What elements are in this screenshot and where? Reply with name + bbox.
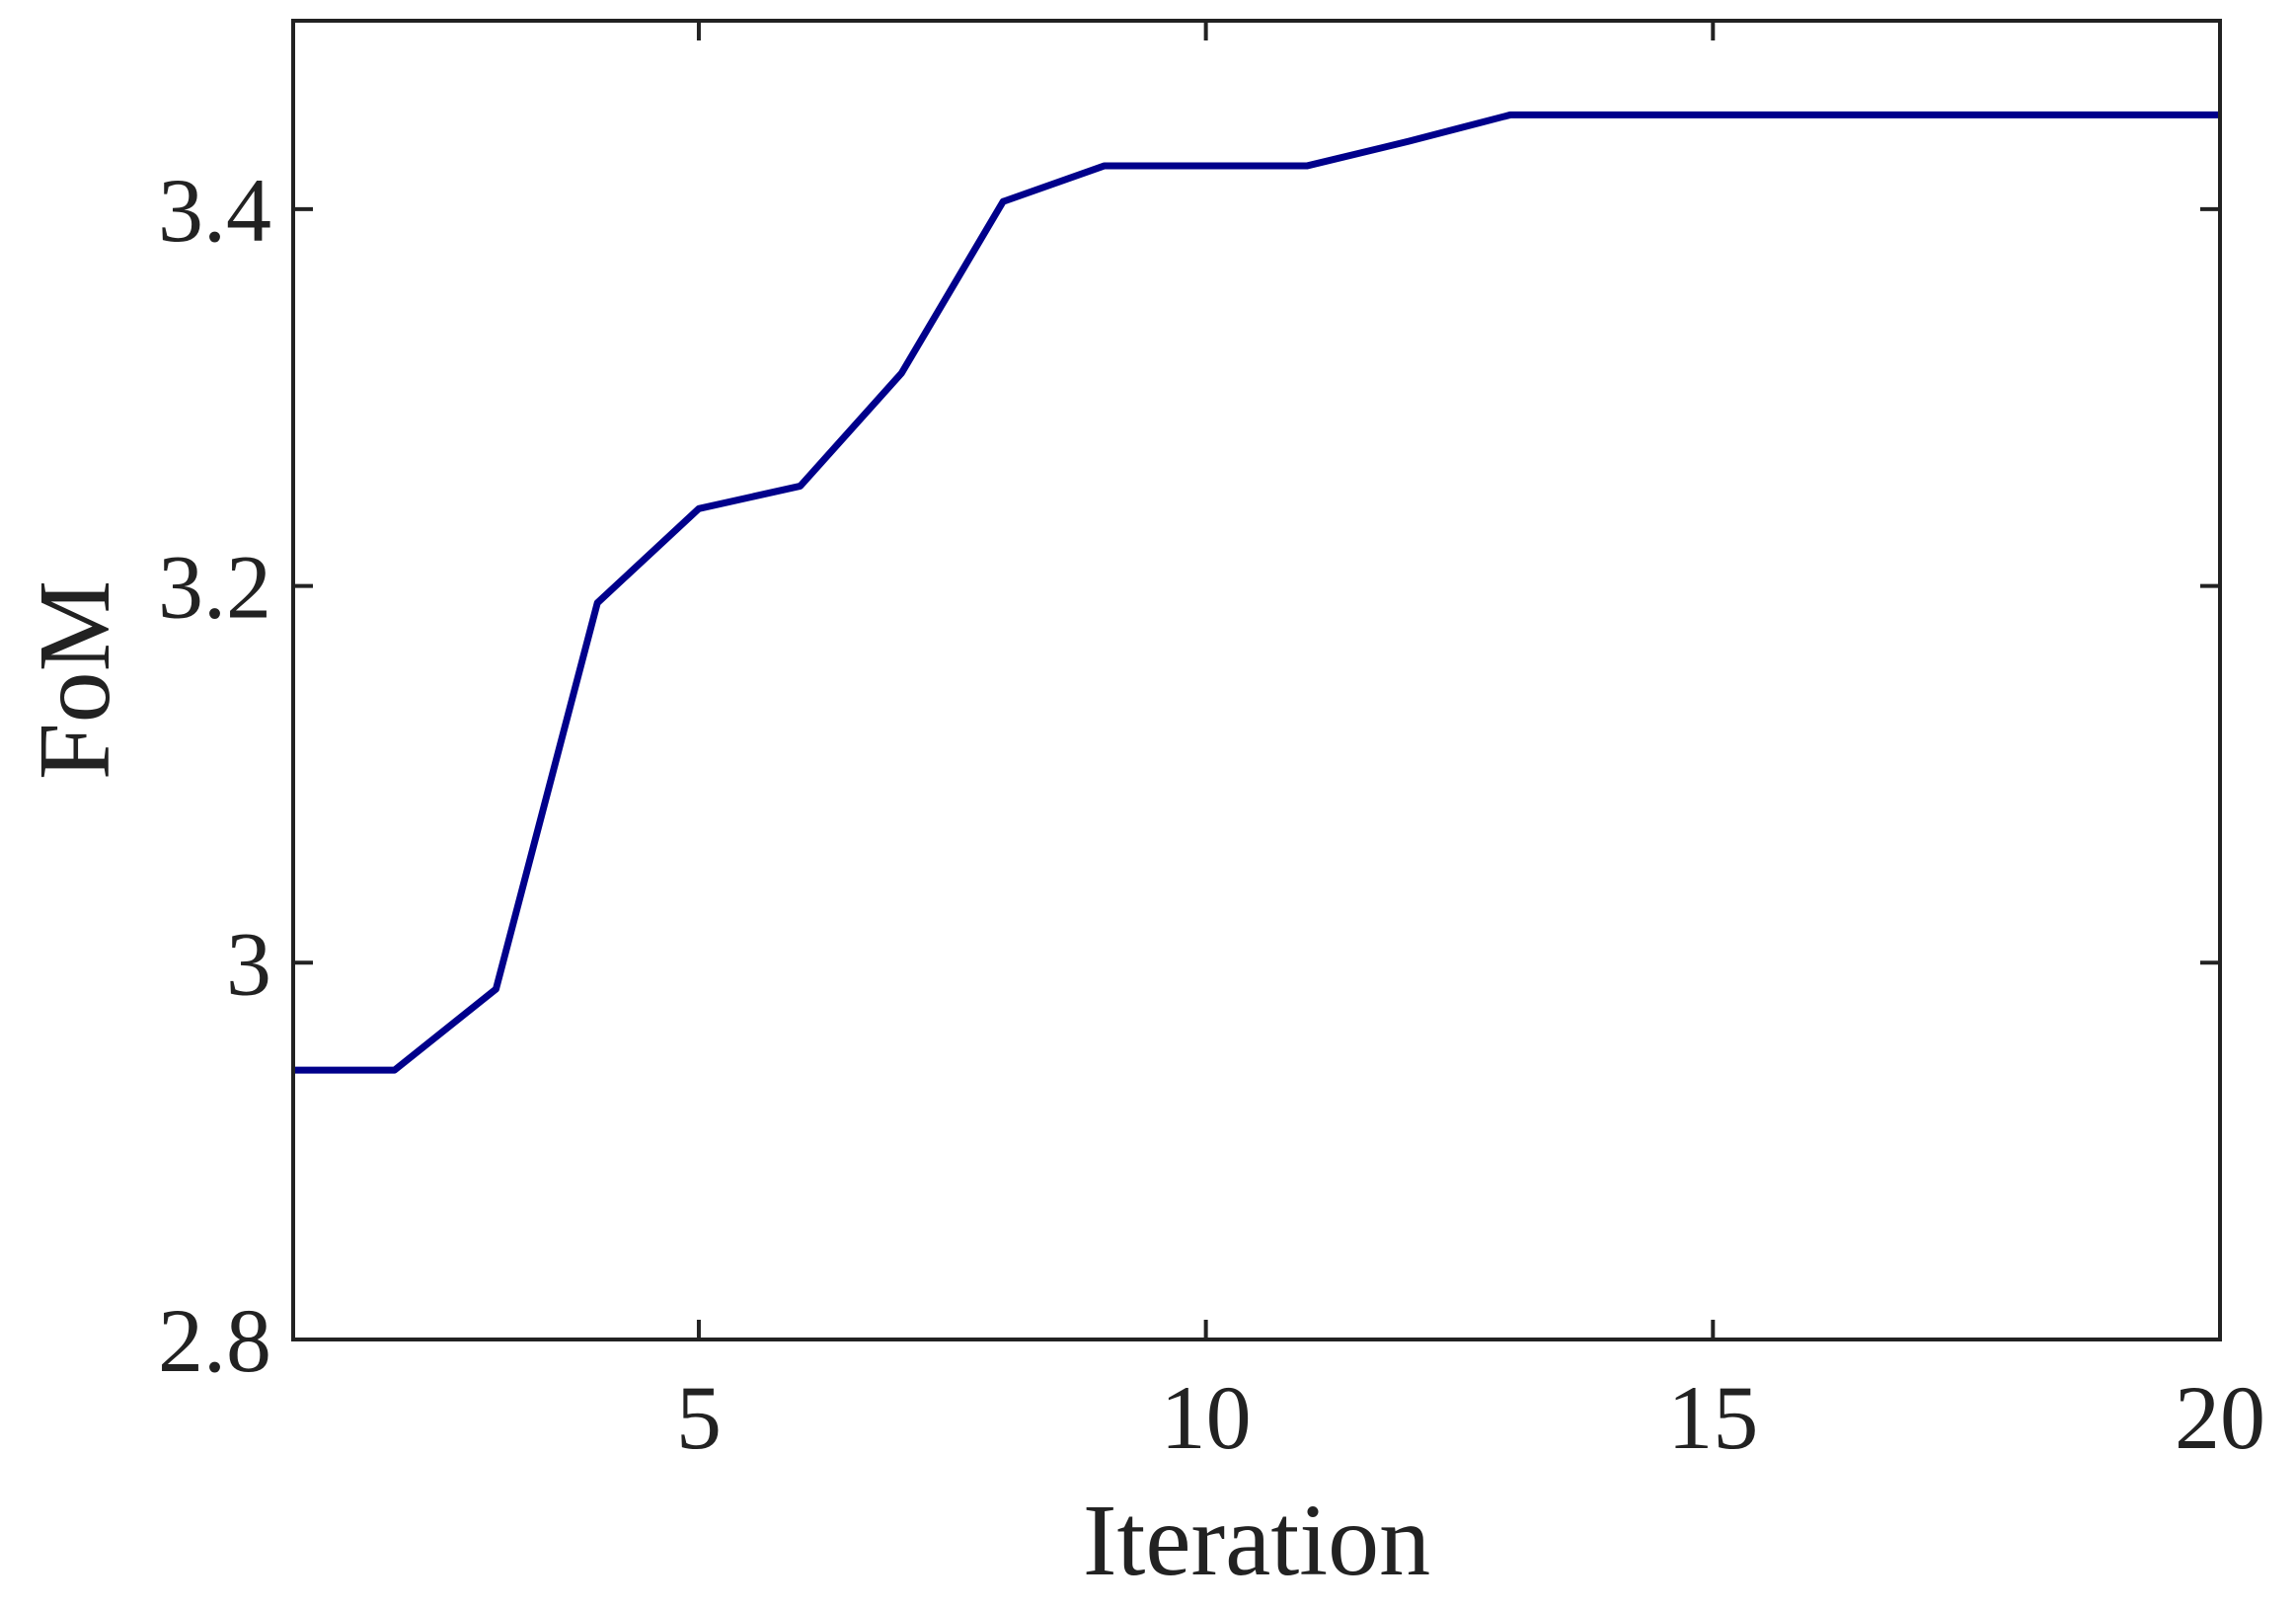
- x-tick-label: 20: [2175, 1367, 2265, 1468]
- y-tick-label: 3.2: [158, 537, 271, 638]
- y-axis-label: FoM: [18, 580, 131, 780]
- x-tick-label: 5: [676, 1367, 722, 1468]
- y-tick-label: 3.4: [158, 160, 271, 261]
- data-line: [293, 111, 2220, 1074]
- y-tick-label: 2.8: [158, 1290, 271, 1391]
- plot-frame: [291, 19, 2222, 1341]
- x-axis-label: Iteration: [1083, 1484, 1430, 1597]
- y-tick-label: 3: [226, 913, 271, 1014]
- x-tick-label: 10: [1161, 1367, 1252, 1468]
- x-tick-label: 15: [1667, 1367, 1758, 1468]
